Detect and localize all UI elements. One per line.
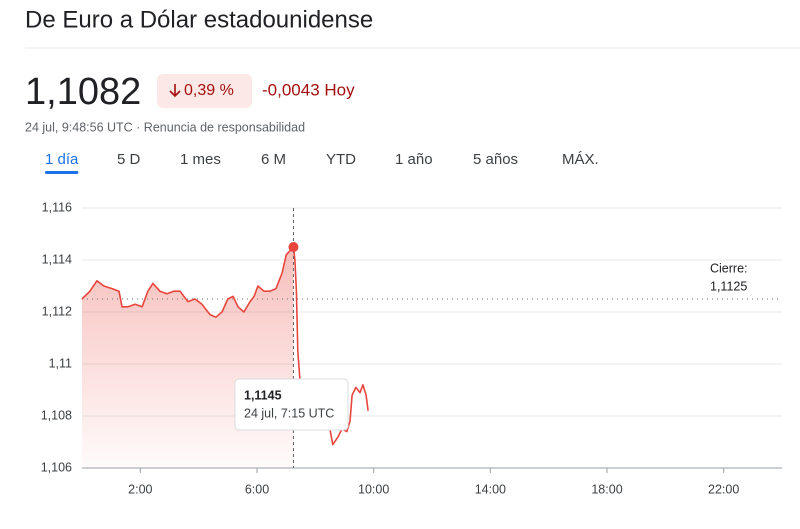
y-tick-label: 1,114: [42, 252, 72, 266]
x-tick-label: 22:00: [708, 482, 739, 496]
tab[interactable]: 5 D: [117, 151, 141, 168]
x-tick-label: 6:00: [245, 482, 269, 496]
tab-underline: [45, 171, 79, 174]
x-tick-label: 2:00: [128, 482, 152, 496]
down-arrow: [169, 84, 181, 98]
tooltip: [234, 378, 349, 431]
tab[interactable]: 1 día: [45, 151, 79, 168]
timestamp: 24 jul, 9:48:56 UTC · Renuncia de respon…: [25, 120, 305, 134]
tab[interactable]: YTD: [326, 151, 356, 168]
reference-label: Cierre:: [710, 261, 748, 275]
tabs: 1 día 5 D 1 mes 6 M YTD 1 año 5 años MÁX.: [45, 151, 599, 174]
y-tick-label: 1,112: [42, 304, 72, 318]
change-badge: [157, 74, 252, 108]
y-tick-label: 1,11: [49, 356, 72, 370]
x-tick-label: 18:00: [591, 482, 622, 496]
area: [82, 247, 294, 468]
tab[interactable]: 5 años: [473, 151, 518, 168]
title: De Euro a Dólar estadounidense: [25, 6, 373, 33]
hover-point: [288, 242, 299, 252]
price-line: [81, 246, 369, 446]
tab[interactable]: MÁX.: [562, 151, 599, 168]
plot: 1,106 1,108 1,11 1,112 1,114 1,116 2:00 6:00 10:…: [41, 200, 782, 496]
price: 1,1082: [25, 71, 141, 113]
tab[interactable]: 6 M: [261, 151, 286, 168]
tooltip-time: 24 jul, 7:15 UTC: [244, 406, 334, 420]
x-tick-label: 10:00: [358, 482, 389, 496]
change-pct: 0,39 %: [184, 82, 234, 99]
x-tick-label: 14:00: [475, 482, 506, 496]
tooltip-value: 1,1145: [244, 388, 282, 402]
y-tick-label: 1,106: [41, 460, 72, 474]
y-tick-label: 1,116: [42, 200, 72, 214]
reference-value: 1,1125: [710, 279, 747, 293]
tab[interactable]: 1 mes: [180, 151, 221, 168]
change: -0,0043 Hoy: [262, 80, 355, 99]
y-tick-label: 1,108: [41, 408, 72, 422]
tab[interactable]: 1 año: [395, 151, 433, 168]
